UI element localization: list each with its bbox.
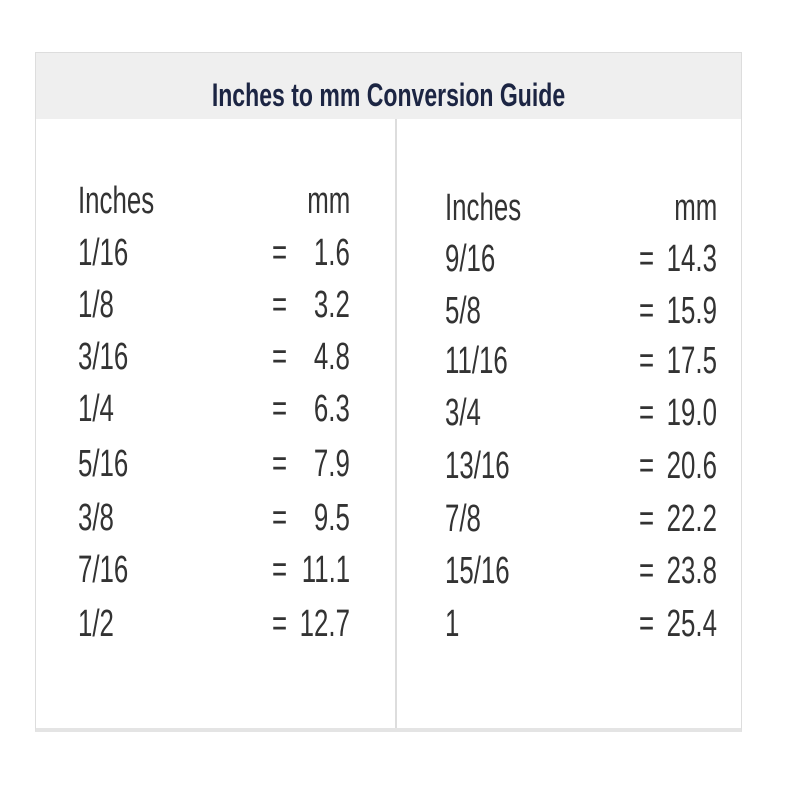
equals-sign: =	[272, 388, 288, 430]
table-row: 5/16 = 7.9	[78, 443, 350, 487]
equals-sign: =	[272, 443, 288, 485]
mm-value: 23.8	[666, 550, 717, 592]
mm-value: 1.6	[314, 232, 350, 274]
mm-value: 15.9	[666, 290, 717, 332]
equals-sign: =	[272, 232, 288, 274]
table-row: 1/16 = 1.6	[78, 232, 350, 276]
table-row: 3/16 = 4.8	[78, 336, 350, 380]
table-row: 11/16 = 17.5	[445, 340, 717, 384]
mm-value: 11.1	[301, 549, 350, 591]
inches-value: 13/16	[445, 445, 510, 487]
inches-value: 5/8	[445, 290, 481, 332]
table-row: 1/4 = 6.3	[78, 388, 350, 432]
equals-sign: =	[272, 497, 288, 539]
equals-sign: =	[272, 336, 288, 378]
mm-value: 22.2	[666, 498, 717, 540]
inches-value: 3/8	[78, 497, 114, 539]
table-row: 7/8 = 22.2	[445, 498, 717, 542]
mm-value: 3.2	[314, 284, 350, 326]
mm-value: 7.9	[314, 443, 350, 485]
inches-header: Inches	[78, 180, 155, 222]
equals-sign: =	[272, 603, 288, 645]
inches-value: 1	[445, 603, 460, 645]
inches-value: 7/8	[445, 498, 481, 540]
inches-value: 1/2	[78, 603, 114, 645]
page-title: Inches to mm Conversion Guide	[211, 77, 566, 113]
inches-value: 7/16	[78, 549, 129, 591]
mm-value: 19.0	[666, 392, 717, 434]
table-row: 15/16 = 23.8	[445, 550, 717, 594]
equals-sign: =	[639, 392, 655, 434]
inches-value: 1/16	[78, 232, 129, 274]
equals-sign: =	[272, 549, 288, 591]
table-row: 7/16 = 11.1	[78, 549, 350, 593]
equals-sign: =	[639, 238, 655, 280]
inches-value: 15/16	[445, 550, 510, 592]
equals-sign: =	[639, 550, 655, 592]
table-row: 9/16 = 14.3	[445, 238, 717, 282]
equals-sign: =	[639, 340, 655, 382]
table-row: 1/8 = 3.2	[78, 284, 350, 328]
mm-header: mm	[673, 187, 717, 229]
table-header: Inches mm	[445, 187, 717, 231]
column-divider	[395, 119, 397, 728]
table-row: 3/8 = 9.5	[78, 497, 350, 541]
mm-value: 14.3	[666, 238, 717, 280]
equals-sign: =	[639, 445, 655, 487]
table-row: 1 = 25.4	[445, 603, 717, 647]
inches-value: 3/4	[445, 392, 481, 434]
mm-value: 9.5	[314, 497, 350, 539]
mm-value: 17.5	[666, 340, 717, 382]
mm-value: 12.7	[299, 603, 350, 645]
equals-sign: =	[639, 498, 655, 540]
inches-value: 1/8	[78, 284, 114, 326]
table-row: 5/8 = 15.9	[445, 290, 717, 334]
title-bar: Inches to mm Conversion Guide	[36, 53, 741, 119]
equals-sign: =	[272, 284, 288, 326]
equals-sign: =	[639, 290, 655, 332]
mm-value: 6.3	[314, 388, 350, 430]
inches-value: 9/16	[445, 238, 496, 280]
inches-value: 5/16	[78, 443, 129, 485]
table-row: 13/16 = 20.6	[445, 445, 717, 489]
table-row: 1/2 = 12.7	[78, 603, 350, 647]
inches-value: 1/4	[78, 388, 114, 430]
mm-header: mm	[306, 180, 350, 222]
table-row: 3/4 = 19.0	[445, 392, 717, 436]
mm-value: 4.8	[314, 336, 350, 378]
inches-value: 11/16	[445, 340, 508, 382]
mm-value: 25.4	[666, 603, 717, 645]
inches-header: Inches	[445, 187, 522, 229]
equals-sign: =	[639, 603, 655, 645]
inches-value: 3/16	[78, 336, 129, 378]
mm-value: 20.6	[666, 445, 717, 487]
conversion-guide: Inches to mm Conversion Guide	[35, 52, 742, 732]
table-header: Inches mm	[78, 180, 350, 224]
